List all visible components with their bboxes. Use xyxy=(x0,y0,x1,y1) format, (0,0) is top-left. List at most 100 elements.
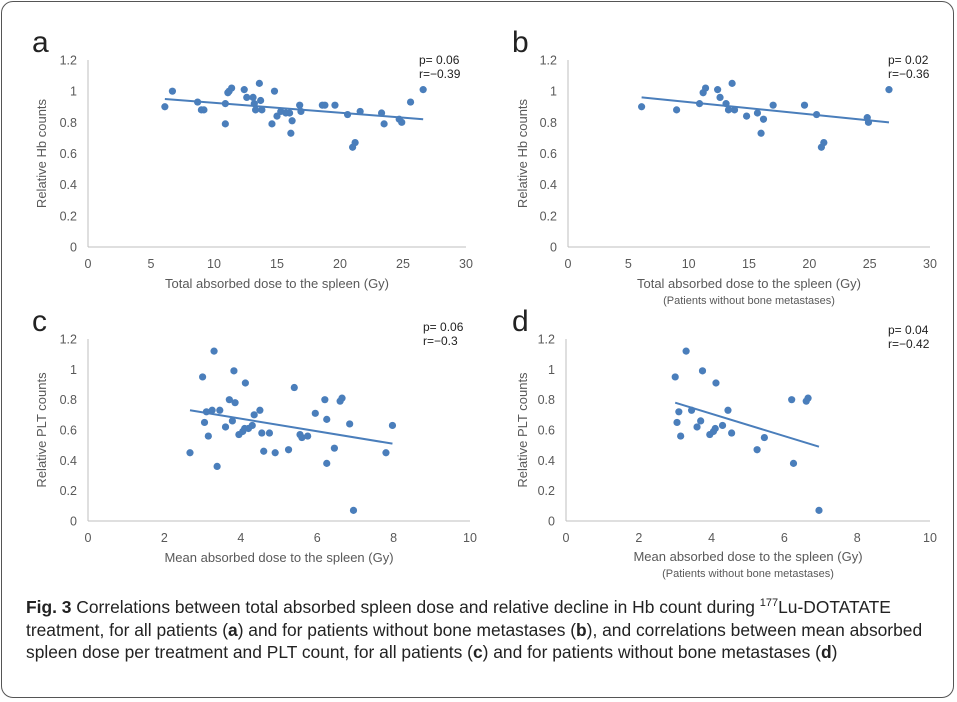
trendline xyxy=(189,409,393,445)
data-point xyxy=(693,423,701,431)
chart-panel-a: a 0 0.2 0.4 0.6 0.8 1 1.2 0 5 10 15 20 25 30 Relative H… xyxy=(32,26,473,291)
data-point xyxy=(204,432,212,440)
x-tick-label: 0 xyxy=(565,257,572,271)
data-point xyxy=(698,367,707,375)
y-tick-label: 0.8 xyxy=(538,393,555,407)
y-tick-label: 0.4 xyxy=(60,178,77,192)
x-tick-label: 0 xyxy=(85,257,92,271)
data-point xyxy=(168,87,177,95)
trendline xyxy=(674,401,820,448)
data-point xyxy=(419,86,427,94)
data-point xyxy=(712,379,720,387)
data-point xyxy=(697,417,705,425)
x-tick-label: 30 xyxy=(459,257,473,271)
data-point xyxy=(757,129,765,137)
x-tick-label: 25 xyxy=(396,257,410,271)
data-point xyxy=(200,418,209,427)
panel-letter: a xyxy=(32,26,49,59)
data-point xyxy=(210,347,218,355)
y-tick-label: 1.2 xyxy=(540,54,557,68)
y-tick-label: 0 xyxy=(548,515,555,529)
data-point xyxy=(251,106,260,114)
x-axis-subtitle: (Patients without bone metastases) xyxy=(663,295,835,307)
data-point xyxy=(718,421,727,430)
x-tick-label: 8 xyxy=(854,531,861,545)
data-point xyxy=(194,98,202,106)
data-point xyxy=(377,109,386,117)
chart-panel-c: c 0 0.2 0.4 0.6 0.8 1 1.2 0 2 4 6 8 10 Relative PLT co… xyxy=(32,305,477,565)
data-point xyxy=(323,459,331,467)
y-tick-label: 0.2 xyxy=(538,484,555,498)
data-point xyxy=(231,399,239,407)
x-tick-label: 30 xyxy=(923,257,937,271)
data-point xyxy=(724,106,733,114)
trendline xyxy=(641,96,890,124)
y-tick-label: 0.6 xyxy=(538,424,555,438)
caption-text-1: Correlations between total absorbed sple… xyxy=(71,597,760,617)
data-point xyxy=(225,396,233,404)
data-point xyxy=(728,79,736,87)
data-point xyxy=(815,506,823,514)
data-point xyxy=(221,100,229,108)
x-tick-label: 15 xyxy=(742,257,756,271)
x-tick-label: 2 xyxy=(161,531,168,545)
stat-label: r=−0.3 xyxy=(423,334,458,348)
data-point xyxy=(812,110,821,119)
x-tick-label: 8 xyxy=(390,531,397,545)
x-tick-label: 6 xyxy=(781,531,788,545)
data-point xyxy=(330,444,338,452)
stat-label: p= 0.06 xyxy=(419,53,460,67)
data-point xyxy=(258,429,266,437)
y-tick-label: 0.8 xyxy=(60,393,77,407)
data-point xyxy=(406,98,415,106)
x-tick-label: 4 xyxy=(708,531,715,545)
data-point xyxy=(695,100,704,108)
y-tick-label: 0.2 xyxy=(60,484,77,498)
y-tick-label: 0 xyxy=(70,515,77,529)
data-point xyxy=(243,93,251,101)
data-point xyxy=(240,86,248,94)
caption-ref-b: b xyxy=(576,619,587,640)
data-point xyxy=(724,406,732,414)
data-point xyxy=(701,84,710,92)
chart-panel-d: d 0 0.2 0.4 0.6 0.8 1 1.2 0 2 4 6 8 10 Relative PLT co… xyxy=(512,305,937,580)
data-point xyxy=(711,424,719,433)
data-point xyxy=(349,506,358,514)
x-tick-label: 0 xyxy=(563,531,570,545)
data-point xyxy=(321,396,329,404)
data-point xyxy=(257,96,265,105)
data-point xyxy=(286,109,294,117)
data-point xyxy=(677,432,685,440)
panel-letter: b xyxy=(512,26,529,59)
data-point xyxy=(202,408,211,416)
y-tick-label: 0.6 xyxy=(60,424,77,438)
y-tick-label: 0 xyxy=(70,241,77,255)
y-axis-title: Relative Hb counts xyxy=(515,98,530,208)
y-tick-label: 1.2 xyxy=(538,333,555,347)
data-point xyxy=(728,429,736,437)
x-axis-title: Total absorbed dose to the spleen (Gy) xyxy=(165,276,389,291)
y-tick-label: 0.8 xyxy=(60,116,77,130)
figure-caption: Fig. 3 Correlations between total absorb… xyxy=(26,596,941,664)
caption-isotope-mass: 177 xyxy=(759,597,779,610)
stat-label: p= 0.04 xyxy=(888,323,929,337)
y-tick-label: 0 xyxy=(550,241,557,255)
y-axis-title: Relative Hb counts xyxy=(34,98,49,208)
data-point xyxy=(673,418,681,427)
data-point xyxy=(186,449,194,457)
data-point xyxy=(382,449,390,457)
caption-ref-d: d xyxy=(820,642,832,663)
data-point xyxy=(297,107,305,116)
stat-label: p= 0.02 xyxy=(888,53,929,67)
data-point xyxy=(228,84,236,92)
data-point xyxy=(742,112,751,120)
data-point xyxy=(753,446,761,454)
data-point xyxy=(270,87,279,95)
x-tick-label: 5 xyxy=(625,257,632,271)
stat-label: p= 0.06 xyxy=(423,320,464,334)
data-point xyxy=(820,138,828,147)
data-point xyxy=(351,138,359,147)
y-tick-label: 0.6 xyxy=(60,147,77,161)
data-point xyxy=(284,446,293,454)
